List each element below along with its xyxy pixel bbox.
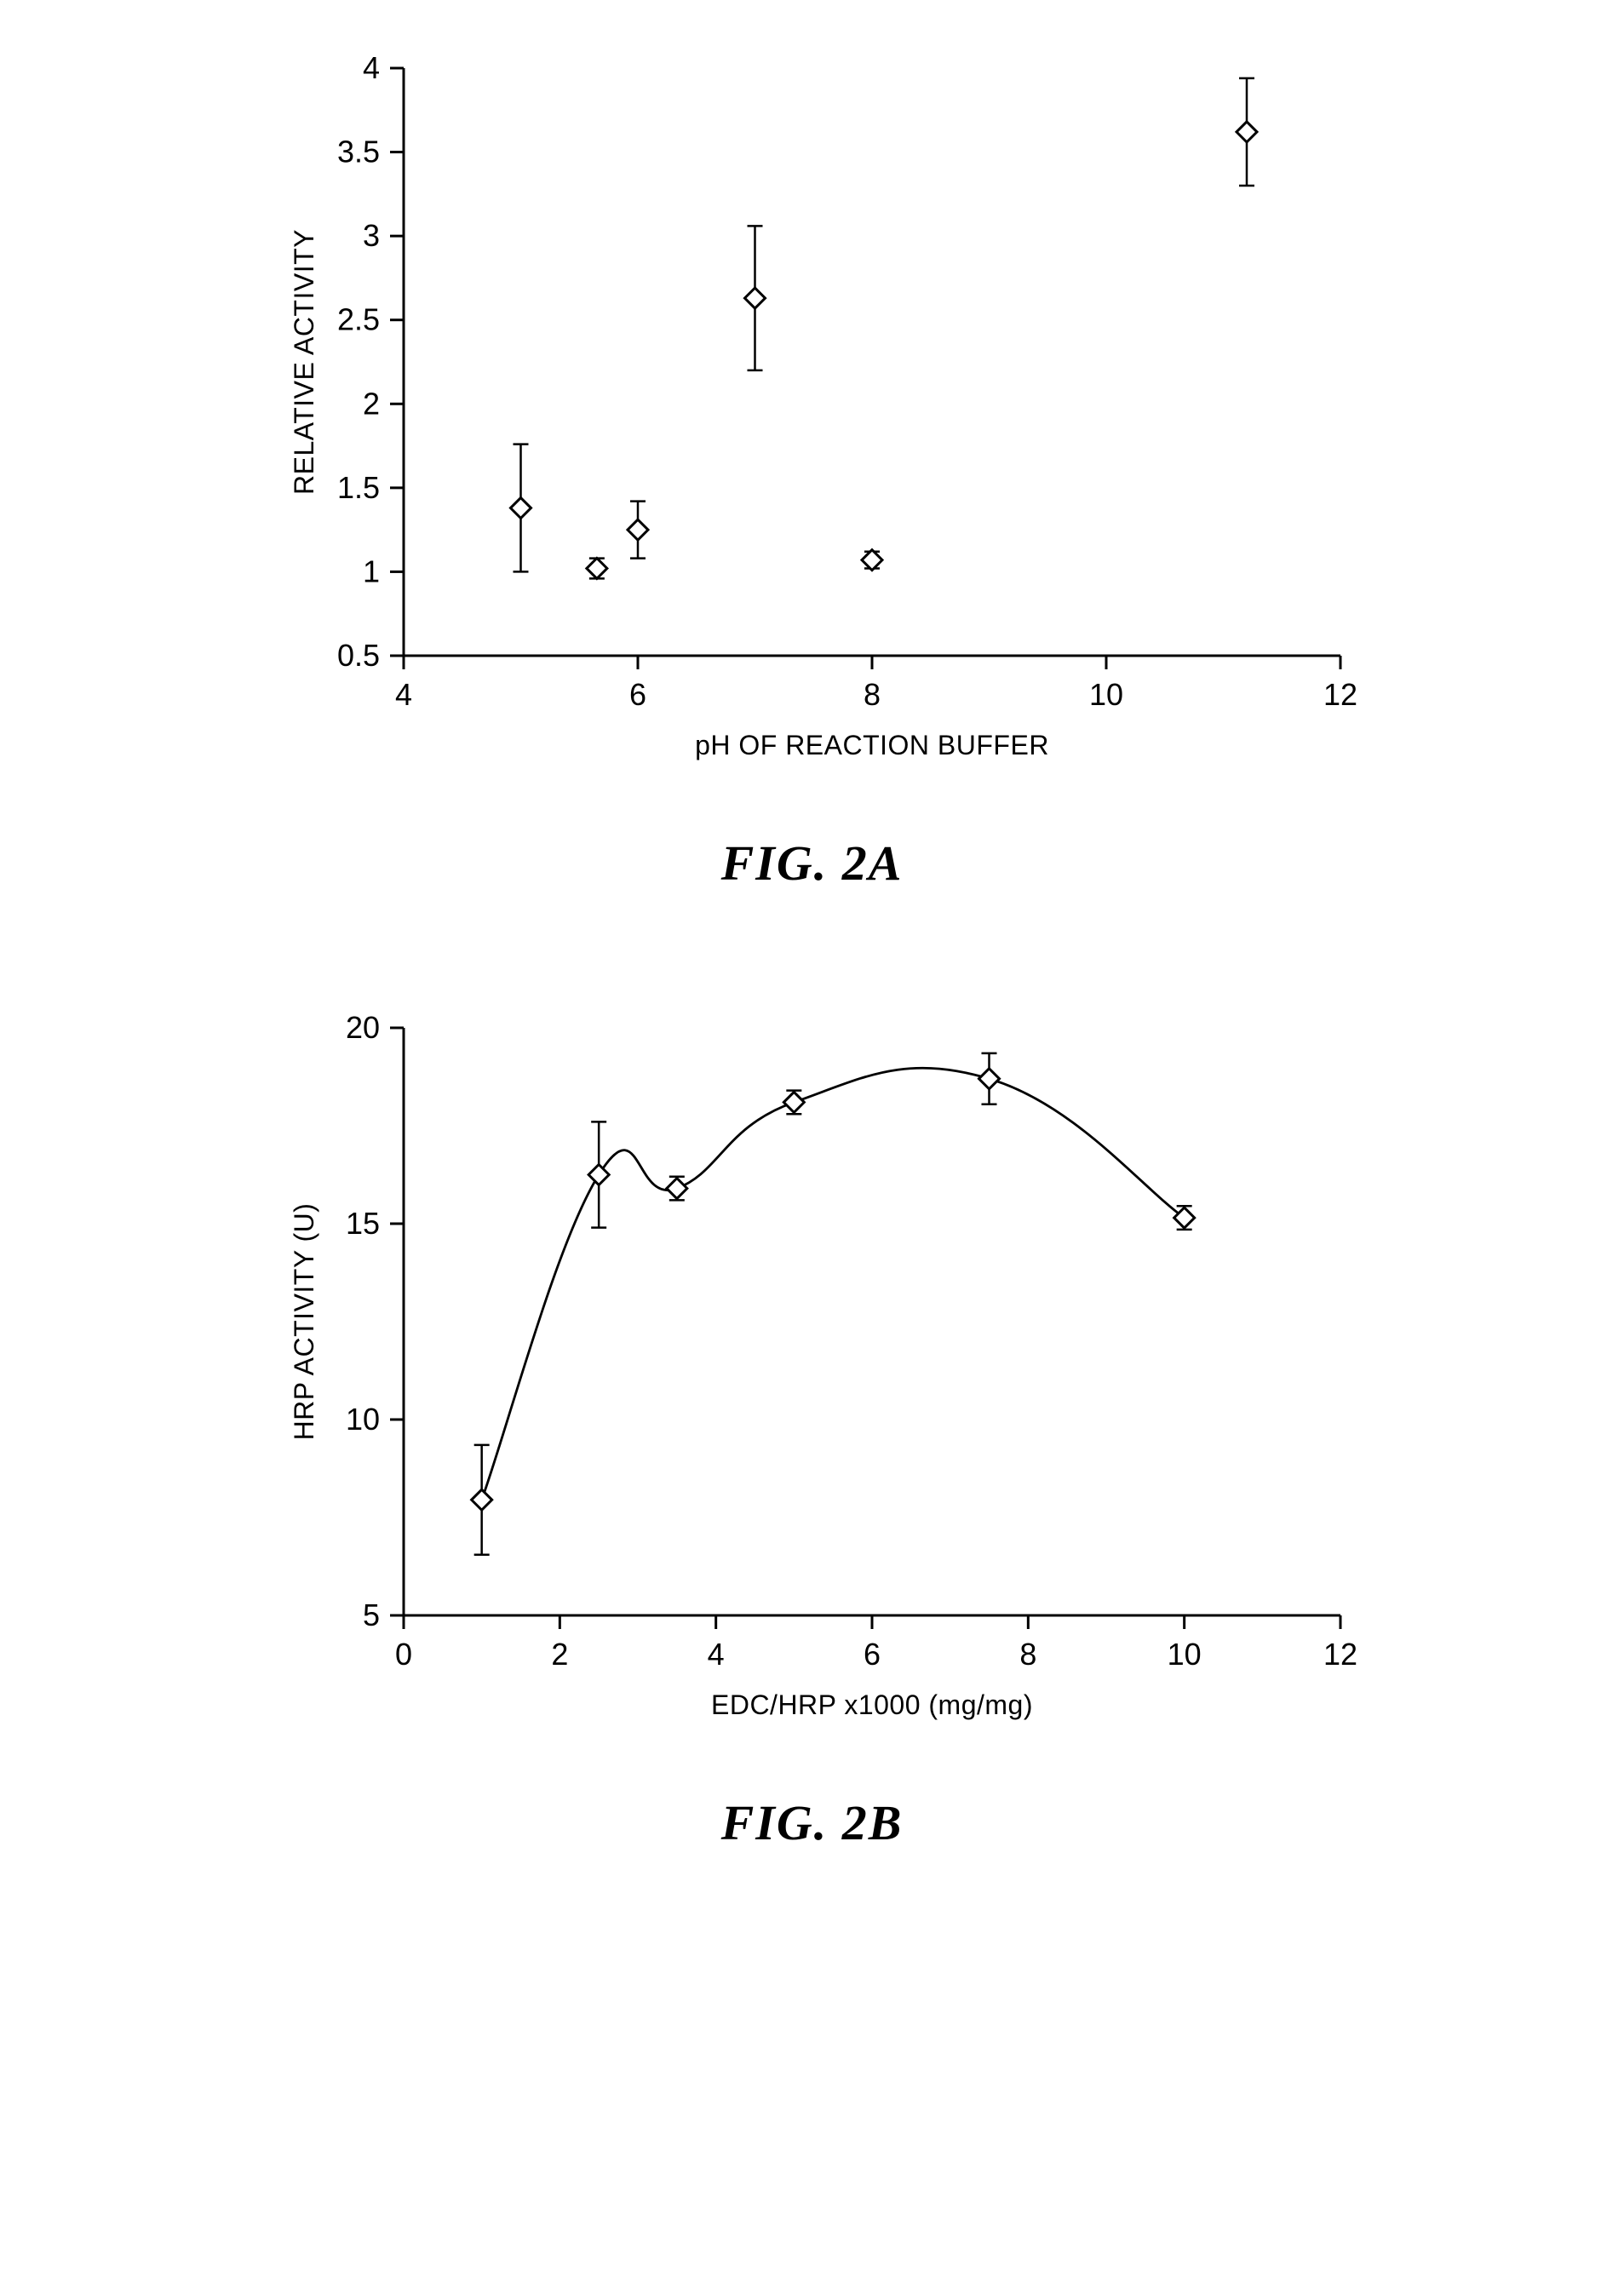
- data-point: [666, 1177, 686, 1201]
- x-axis-label: pH OF REACTION BUFFER: [695, 730, 1049, 760]
- x-tick-label: 0: [394, 1637, 411, 1672]
- data-point: [978, 1053, 999, 1104]
- diamond-marker-icon: [471, 1489, 491, 1510]
- data-point: [1237, 78, 1257, 186]
- y-axis-label: RELATIVE ACTIVITY: [289, 229, 319, 495]
- diamond-marker-icon: [744, 288, 765, 308]
- y-axis-label: HRP ACTIVITY (U): [289, 1203, 319, 1441]
- x-tick-label: 10: [1088, 677, 1122, 712]
- data-point: [783, 1091, 804, 1115]
- caption-a: FIG. 2A: [216, 835, 1409, 892]
- chart-block-a: 4 6 8 10 12 0.5 1 1.5 2 2.5 3 3.5 4 pH OF REACTION BU…: [216, 34, 1409, 892]
- diamond-marker-icon: [783, 1092, 804, 1112]
- diamond-marker-icon: [510, 498, 531, 519]
- x-tick-label: 4: [707, 1637, 724, 1672]
- diamond-marker-icon: [1174, 1207, 1194, 1228]
- data-point: [744, 226, 765, 370]
- x-tick-label: 6: [863, 1637, 880, 1672]
- diamond-marker-icon: [666, 1179, 686, 1199]
- y-tick-label: 3.5: [336, 135, 379, 169]
- y-tick-label: 2.5: [336, 302, 379, 337]
- chart-block-b: 0 2 4 6 8 10 12 5 10 15 20 EDC/HRP x1000 (mg/mg) HRP…: [216, 994, 1409, 1851]
- y-tick-label: 1: [362, 554, 379, 588]
- figure-container: 4 6 8 10 12 0.5 1 1.5 2 2.5 3 3.5 4 pH OF REACTION BU…: [216, 34, 1409, 1851]
- y-tick-label: 0.5: [336, 638, 379, 673]
- y-tick-label: 4: [362, 50, 379, 85]
- data-point: [862, 550, 882, 571]
- caption-b: FIG. 2B: [216, 1794, 1409, 1851]
- y-tick-label: 2: [362, 386, 379, 421]
- x-tick-label: 2: [551, 1637, 568, 1672]
- data-point: [471, 1445, 491, 1555]
- diamond-marker-icon: [978, 1069, 999, 1089]
- chart-svg-b: 0 2 4 6 8 10 12 5 10 15 20 EDC/HRP x1000 (mg/mg) HRP…: [216, 994, 1409, 1760]
- data-point: [586, 558, 606, 578]
- y-tick-label: 10: [345, 1402, 379, 1437]
- data-point: [1174, 1206, 1194, 1230]
- y-tick-label: 3: [362, 218, 379, 253]
- series-line: [481, 1068, 1184, 1500]
- chart-svg-a: 4 6 8 10 12 0.5 1 1.5 2 2.5 3 3.5 4 pH OF REACTION BU…: [216, 34, 1409, 800]
- data-point: [510, 445, 531, 572]
- diamond-marker-icon: [628, 519, 648, 540]
- x-tick-label: 6: [628, 677, 646, 712]
- y-tick-label: 5: [362, 1598, 379, 1632]
- y-tick-label: 20: [345, 1010, 379, 1045]
- diamond-marker-icon: [1237, 122, 1257, 142]
- x-tick-label: 4: [394, 677, 411, 712]
- x-axis-label: EDC/HRP x1000 (mg/mg): [710, 1689, 1032, 1720]
- x-tick-label: 8: [863, 677, 880, 712]
- y-tick-label: 1.5: [336, 470, 379, 505]
- diamond-marker-icon: [586, 558, 606, 578]
- data-point: [588, 1121, 609, 1227]
- diamond-marker-icon: [862, 550, 882, 571]
- diamond-marker-icon: [588, 1165, 609, 1185]
- x-tick-label: 8: [1019, 1637, 1036, 1672]
- y-tick-label: 15: [345, 1206, 379, 1241]
- data-point: [628, 502, 648, 559]
- x-tick-label: 12: [1323, 677, 1357, 712]
- x-tick-label: 12: [1323, 1637, 1357, 1672]
- x-tick-label: 10: [1167, 1637, 1201, 1672]
